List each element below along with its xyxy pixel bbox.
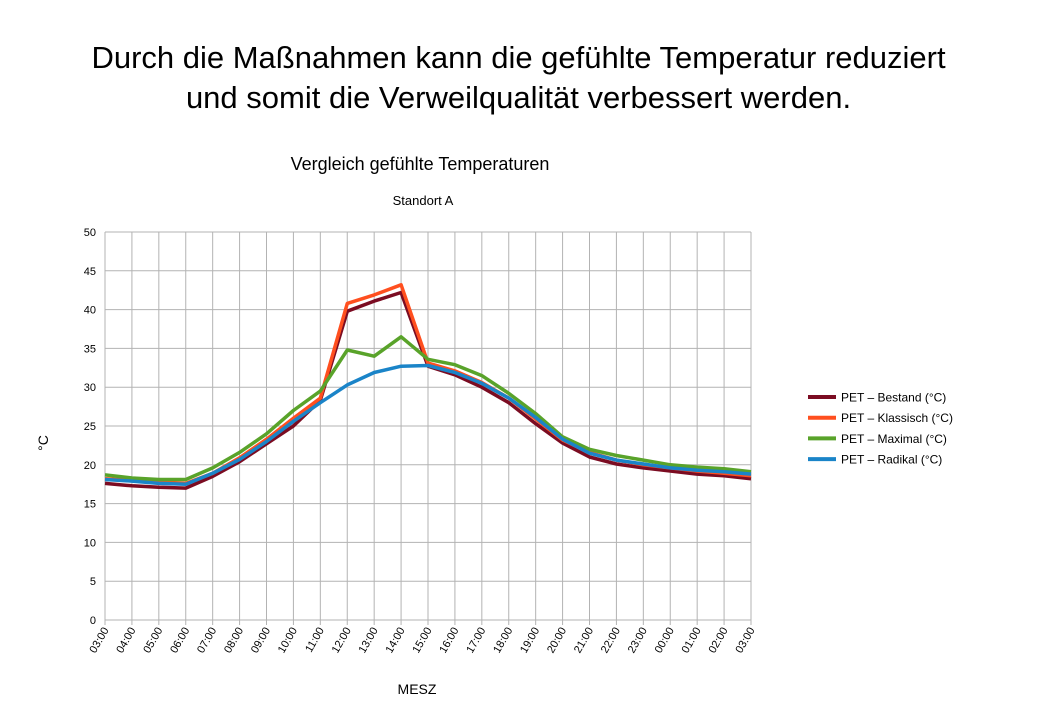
slide-headline: Durch die Maßnahmen kann die gefühlte Te… bbox=[0, 38, 1037, 118]
y-tick-label: 50 bbox=[84, 227, 96, 239]
x-tick-label: 14:00 bbox=[384, 626, 408, 656]
x-tick-label: 00:00 bbox=[653, 626, 677, 656]
y-tick-label: 0 bbox=[90, 615, 96, 627]
chart-legend: PET – Bestand (°C) PET – Klassisch (°C) PE… bbox=[808, 391, 953, 467]
y-tick-label: 30 bbox=[84, 382, 96, 394]
y-tick-label: 5 bbox=[90, 576, 96, 588]
x-tick-label: 08:00 bbox=[222, 626, 246, 656]
x-tick-label: 21:00 bbox=[572, 626, 596, 656]
x-tick-label: 16:00 bbox=[437, 626, 461, 656]
x-tick-label: 10:00 bbox=[276, 626, 300, 656]
x-tick-label: 01:00 bbox=[680, 626, 704, 656]
x-tick-label: 22:00 bbox=[599, 626, 623, 656]
x-tick-label: 23:00 bbox=[626, 626, 650, 656]
x-tick-label: 03:00 bbox=[87, 626, 111, 656]
chart-subtitle: Standort A bbox=[393, 193, 454, 208]
x-tick-label: 18:00 bbox=[491, 626, 515, 656]
y-axis-label: °C bbox=[35, 435, 51, 451]
y-tick-label: 40 bbox=[84, 305, 96, 317]
headline-line-2: und somit die Verweilqualität verbessert… bbox=[185, 80, 852, 115]
x-tick-label: 15:00 bbox=[410, 626, 434, 656]
x-tick-label: 02:00 bbox=[707, 626, 731, 656]
legend-label-2: PET – Klassisch (°C) bbox=[841, 411, 953, 425]
chart-series bbox=[104, 283, 752, 490]
x-tick-label: 05:00 bbox=[141, 626, 165, 656]
chart-title: Vergleich gefühlte Temperaturen bbox=[291, 154, 550, 174]
legend-label-1: PET – Bestand (°C) bbox=[841, 391, 946, 405]
x-tick-label: 20:00 bbox=[545, 626, 569, 656]
x-tick-label: 06:00 bbox=[168, 626, 192, 656]
x-tick-label: 07:00 bbox=[195, 626, 219, 656]
legend-label-3: PET – Maximal (°C) bbox=[841, 432, 947, 446]
y-tick-label: 25 bbox=[84, 421, 96, 433]
x-tick-label: 04:00 bbox=[114, 626, 138, 656]
series-line-3 bbox=[104, 335, 752, 482]
y-tick-label: 20 bbox=[84, 460, 96, 472]
x-tick-label: 03:00 bbox=[733, 626, 757, 656]
y-tick-label: 10 bbox=[84, 537, 96, 549]
y-tick-label: 35 bbox=[84, 343, 96, 355]
x-axis-label: MESZ bbox=[398, 681, 437, 697]
x-tick-label: 13:00 bbox=[357, 626, 381, 656]
x-tick-label: 17:00 bbox=[464, 626, 488, 656]
chart-grid bbox=[104, 231, 752, 625]
legend-label-4: PET – Radikal (°C) bbox=[841, 453, 942, 467]
y-axis-ticks: 0 5 10 15 20 25 30 35 40 45 50 bbox=[84, 227, 96, 627]
x-tick-label: 12:00 bbox=[330, 626, 354, 656]
x-tick-label: 11:00 bbox=[303, 626, 327, 655]
x-axis-ticks: 03:00 04:00 05:00 06:00 07:00 08:00 09:00 10:00… bbox=[87, 626, 757, 656]
x-tick-label: 09:00 bbox=[249, 626, 273, 656]
x-tick-label: 19:00 bbox=[518, 626, 542, 656]
y-tick-label: 45 bbox=[84, 266, 96, 278]
y-tick-label: 15 bbox=[84, 499, 96, 511]
series-line-4 bbox=[104, 363, 752, 486]
headline-line-1: Durch die Maßnahmen kann die gefühlte Te… bbox=[91, 40, 946, 75]
